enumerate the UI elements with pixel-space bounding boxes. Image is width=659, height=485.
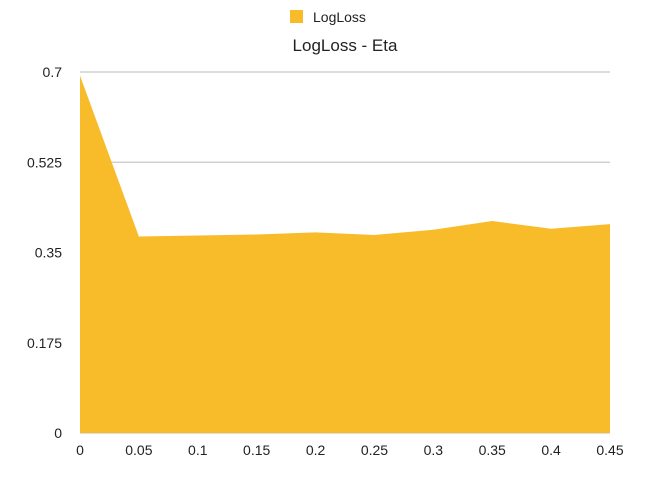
legend: LogLoss [290,9,366,25]
x-tick-label: 0 [76,442,84,458]
data-point [254,231,260,237]
y-axis: 0 0.175 0.35 0.525 0.7 [27,64,62,441]
x-tick-label: 0.4 [541,442,561,458]
data-point [548,226,554,232]
y-tick-label: 0.175 [27,335,62,351]
y-tick-label: 0 [54,425,62,441]
x-tick-label: 0.1 [188,442,208,458]
y-tick-label: 0.7 [43,64,63,80]
area-series [77,73,613,434]
y-tick-label: 0.35 [35,245,62,261]
x-axis: 0 0.05 0.1 0.15 0.2 0.25 0.3 0.35 0.4 0.45 [76,442,624,458]
x-tick-label: 0.45 [596,442,623,458]
data-point [195,232,201,238]
data-point [607,221,613,227]
area-fill-logloss [80,75,610,434]
data-point [430,227,436,233]
x-tick-label: 0.15 [243,442,270,458]
chart-title: LogLoss - Eta [293,36,398,55]
x-tick-label: 0.25 [361,442,388,458]
data-point [313,229,319,235]
x-tick-label: 0.3 [424,442,444,458]
data-point [489,218,495,224]
y-tick-label: 0.525 [27,154,62,170]
legend-swatch [290,10,303,23]
data-point [77,73,83,79]
data-point [136,234,142,240]
x-tick-label: 0.05 [125,442,152,458]
x-tick-label: 0.35 [479,442,506,458]
legend-label: LogLoss [313,9,366,25]
x-tick-label: 0.2 [306,442,326,458]
data-point [371,232,377,238]
